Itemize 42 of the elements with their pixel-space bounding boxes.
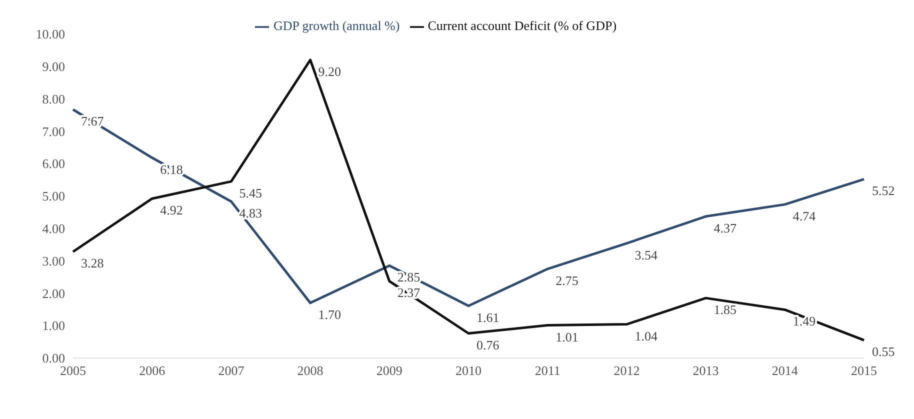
data-label: 2.75 (556, 272, 578, 288)
x-tick-label: 2014 (772, 363, 798, 378)
x-tick-label: 2011 (534, 363, 560, 378)
data-label: 4.92 (160, 202, 183, 218)
data-label: 1.04 (634, 328, 658, 344)
y-tick-label: 2.00 (42, 286, 65, 301)
y-tick-label: 1.00 (42, 318, 65, 334)
x-tick-label: 2007 (218, 363, 245, 378)
data-label: 1.61 (476, 310, 500, 325)
data-label: 4.37 (714, 220, 738, 236)
y-tick-label: 7.00 (42, 124, 65, 139)
y-tick-label: 4.00 (42, 221, 65, 236)
data-label: 5.45 (239, 185, 262, 200)
x-tick-label: 2013 (692, 363, 719, 378)
x-tick-label: 2005 (60, 363, 86, 378)
data-label: 3.54 (634, 247, 658, 262)
y-tick-label: 5.00 (42, 188, 65, 204)
y-tick-label: 9.00 (42, 59, 65, 74)
data-label: 0.55 (872, 344, 895, 360)
y-tick-label: 6.00 (42, 156, 65, 172)
data-label: 5.52 (872, 183, 895, 198)
data-label: 0.76 (476, 337, 500, 352)
data-label: 1.49 (792, 314, 816, 329)
legend-label: GDP growth (annual %) (273, 18, 400, 33)
x-tick-label: 2012 (614, 363, 640, 378)
y-tick-label: 8.00 (42, 91, 65, 106)
y-tick-label: 0.00 (42, 350, 65, 366)
x-tick-label: 2008 (297, 363, 324, 378)
data-label: 1.70 (318, 306, 342, 322)
x-tick-label: 2006 (139, 363, 166, 378)
x-tick-label: 2009 (376, 363, 402, 378)
y-tick-label: 10.00 (36, 26, 65, 42)
x-tick-label: 2015 (851, 363, 877, 378)
y-tick-label: 3.00 (42, 253, 65, 268)
line-series (72, 58, 866, 342)
data-label: 4.74 (792, 208, 816, 224)
data-label: 3.28 (81, 256, 104, 271)
data-label: 9.20 (318, 64, 342, 79)
x-tick-label: 2010 (456, 363, 482, 378)
legend-label: Current account Deficit (% of GDP) (428, 18, 617, 33)
data-label: 1.01 (556, 329, 578, 344)
data-label: 1.85 (714, 302, 737, 318)
